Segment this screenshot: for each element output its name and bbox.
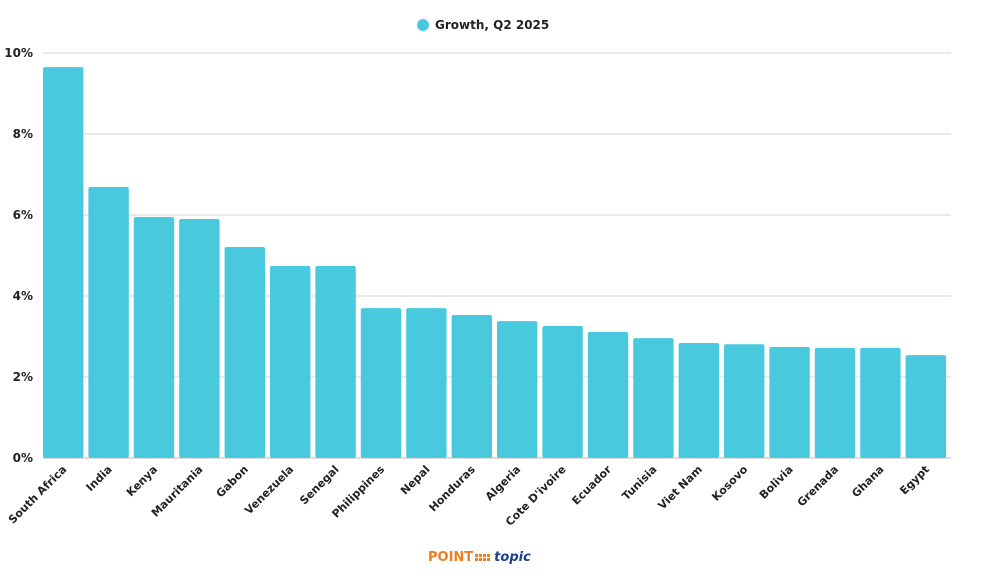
x-tick-label: Bolivia xyxy=(757,463,796,502)
bar xyxy=(814,347,856,458)
y-tick-label: 0% xyxy=(13,451,33,465)
bar xyxy=(542,325,583,458)
x-tick-label: Algeria xyxy=(483,463,523,503)
x-tick-label: Nepal xyxy=(398,463,432,497)
x-tick-label: Honduras xyxy=(427,463,479,515)
x-tick-label: Viet Nam xyxy=(656,463,705,512)
bar xyxy=(179,219,220,458)
x-tick-label: India xyxy=(84,463,115,494)
bar xyxy=(724,344,765,458)
y-tick-label: 4% xyxy=(13,289,33,303)
bar xyxy=(133,217,175,458)
bar xyxy=(43,67,84,459)
bar xyxy=(224,246,265,458)
bar xyxy=(88,187,129,458)
x-tick-label: Tunisia xyxy=(620,463,660,503)
bar xyxy=(360,308,402,458)
point-topic-logo: POINT topic xyxy=(428,550,531,565)
bar xyxy=(633,338,674,458)
x-tick-label: Kosovo xyxy=(709,463,750,504)
bar xyxy=(451,315,492,458)
legend-label: Growth, Q2 2025 xyxy=(435,18,549,32)
logo-squares-icon xyxy=(475,554,491,561)
x-tick-label: Grenada xyxy=(795,463,841,509)
x-tick-label: Ghana xyxy=(849,463,886,500)
y-tick-label: 10% xyxy=(4,46,33,60)
logo-text-topic: topic xyxy=(494,550,531,565)
logo-text-point: POINT xyxy=(428,550,474,565)
legend-marker xyxy=(417,19,429,31)
x-tick-label: Ecuador xyxy=(569,463,614,508)
x-tick-label: Senegal xyxy=(297,463,341,507)
bar xyxy=(905,355,946,458)
y-tick-label: 6% xyxy=(13,208,33,222)
bar xyxy=(270,266,311,458)
y-tick-label: 2% xyxy=(13,370,33,384)
bar xyxy=(769,347,810,458)
x-tick-label: Venezuela xyxy=(242,463,296,517)
bar xyxy=(587,332,629,458)
y-tick-label: 8% xyxy=(13,127,33,141)
x-tick-label: Gabon xyxy=(214,463,251,500)
x-tick-label: South Africa xyxy=(6,463,69,526)
x-tick-label: Egypt xyxy=(897,463,931,497)
bar xyxy=(406,308,447,458)
bar xyxy=(497,321,538,458)
bar xyxy=(860,347,901,458)
x-tick-label: Kenya xyxy=(124,463,160,499)
bar xyxy=(315,266,356,458)
bar xyxy=(678,342,719,458)
